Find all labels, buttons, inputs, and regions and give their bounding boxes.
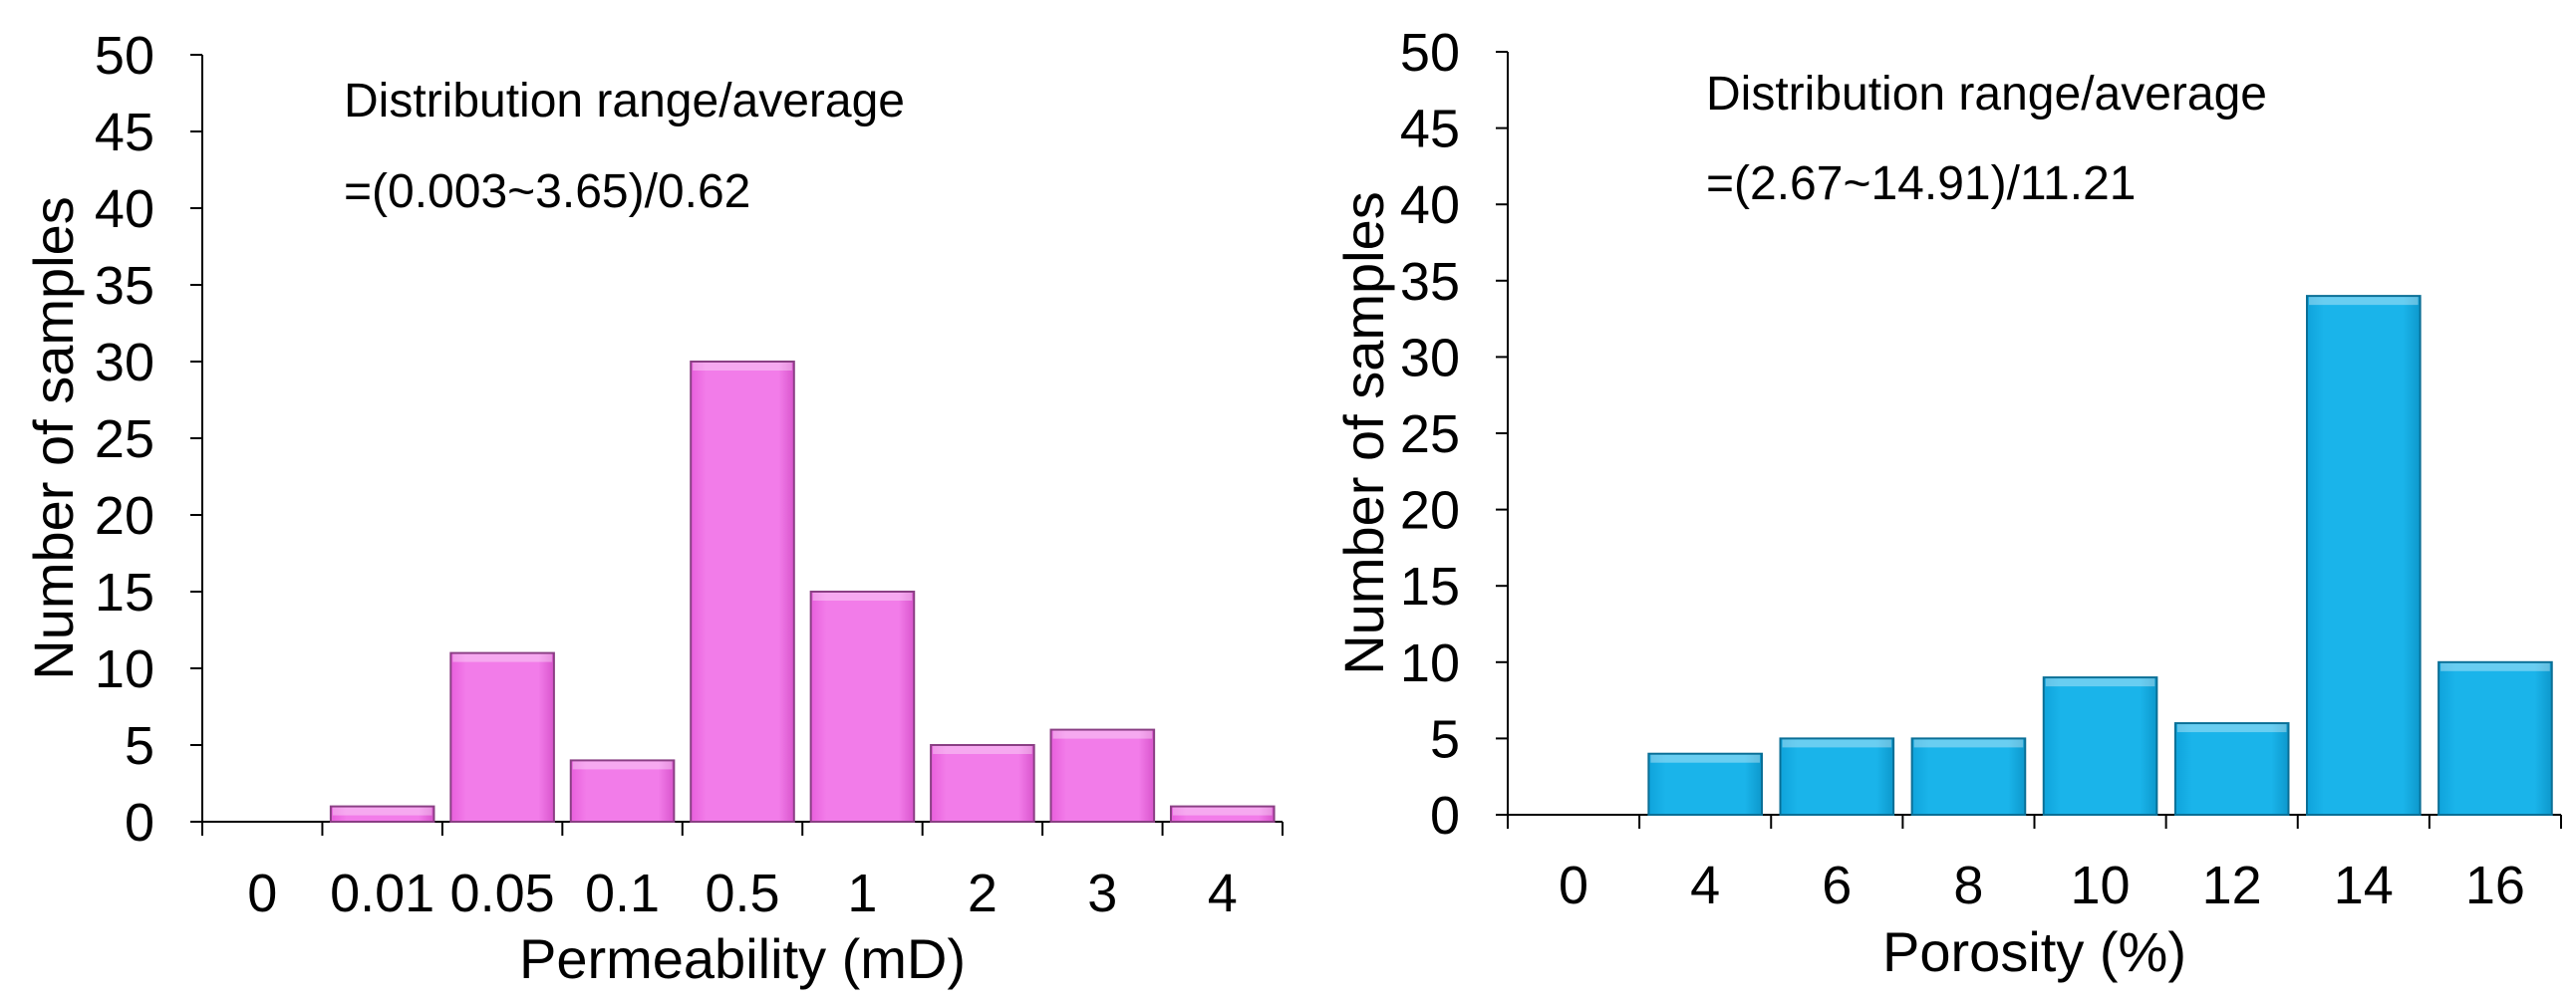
porosity-y-tick-label: 0 bbox=[1430, 786, 1460, 846]
permeability-bar-highlight bbox=[693, 363, 792, 371]
porosity-bar bbox=[1779, 737, 1895, 817]
porosity-x-tick-label: 0 bbox=[1559, 856, 1588, 915]
porosity-x-tick-label: 4 bbox=[1690, 856, 1720, 915]
permeability-x-tick-label: 0.1 bbox=[585, 864, 660, 923]
porosity-bar-highlight bbox=[2176, 724, 2287, 733]
porosity-bar-highlight bbox=[2045, 678, 2155, 687]
porosity-x-axis-title: Porosity (%) bbox=[1882, 920, 2186, 983]
porosity-bar bbox=[2042, 676, 2158, 816]
porosity-y-tick-label: 40 bbox=[1400, 175, 1460, 235]
permeability-bar bbox=[1049, 728, 1156, 823]
permeability-x-tick-label: 0.5 bbox=[705, 864, 779, 923]
porosity-bar bbox=[1910, 737, 2027, 817]
permeability-bar bbox=[690, 361, 795, 823]
porosity-bar bbox=[2305, 295, 2422, 816]
porosity-bar-highlight bbox=[2308, 297, 2419, 306]
porosity-bar-body bbox=[1779, 737, 1895, 817]
porosity-y-axis-title: Number of samples bbox=[1332, 191, 1395, 675]
permeability-bar-highlight bbox=[933, 746, 1032, 754]
permeability-x-tick-label: 2 bbox=[968, 864, 998, 923]
permeability-y-tick-label: 45 bbox=[95, 103, 154, 162]
porosity-y-tick-label: 30 bbox=[1400, 328, 1460, 387]
permeability-bar-body bbox=[449, 651, 555, 823]
porosity-x-tick-label: 14 bbox=[2334, 856, 2394, 915]
permeability-x-tick-label: 4 bbox=[1208, 864, 1238, 923]
porosity-x-tick-label: 6 bbox=[1822, 856, 1852, 915]
porosity-bar-body bbox=[2305, 295, 2422, 816]
porosity-chart: 0 5 10 15 20 25 30 35 40 45 50 0 4 6 8 10 12 14 16 Porosity… bbox=[1332, 23, 2562, 983]
porosity-x-tick-label: 8 bbox=[1953, 856, 1983, 915]
permeability-bar-body bbox=[329, 805, 435, 823]
permeability-y-tick-label: 10 bbox=[95, 639, 154, 699]
porosity-y-tick-label: 20 bbox=[1400, 481, 1460, 541]
porosity-bar-highlight bbox=[1913, 739, 2024, 748]
porosity-y-tick-label: 35 bbox=[1400, 252, 1460, 312]
permeability-x-axis-title: Permeability (mD) bbox=[519, 927, 966, 990]
permeability-y-tick-label: 0 bbox=[125, 793, 154, 853]
permeability-bar-body bbox=[1049, 728, 1156, 823]
permeability-bar-highlight bbox=[572, 761, 673, 770]
permeability-x-tick-label: 1 bbox=[847, 864, 877, 923]
permeability-y-tick-label: 25 bbox=[95, 409, 154, 469]
permeability-bar-body bbox=[930, 744, 1035, 823]
porosity-bar-body bbox=[1910, 737, 2027, 817]
permeability-bar-body bbox=[569, 759, 676, 824]
porosity-bar bbox=[2173, 722, 2290, 817]
porosity-bar-highlight bbox=[2440, 662, 2550, 671]
permeability-bar-body bbox=[690, 361, 795, 823]
permeability-y-tick-label: 50 bbox=[95, 26, 154, 86]
porosity-bar bbox=[1647, 752, 1764, 816]
porosity-bar bbox=[2437, 660, 2553, 816]
porosity-x-tick-label: 16 bbox=[2465, 856, 2525, 915]
permeability-bar bbox=[449, 651, 555, 823]
permeability-bar-highlight bbox=[812, 593, 913, 601]
permeability-y-tick-label: 5 bbox=[125, 716, 154, 776]
porosity-bar-highlight bbox=[1650, 754, 1761, 763]
permeability-annotation-value: =(0.003~3.65)/0.62 bbox=[344, 165, 750, 218]
porosity-annotation-title: Distribution range/average bbox=[1706, 68, 2267, 121]
permeability-bar-body bbox=[1169, 805, 1276, 823]
porosity-y-tick-label: 5 bbox=[1430, 709, 1460, 769]
porosity-y-tick-label: 10 bbox=[1400, 633, 1460, 693]
permeability-bar-highlight bbox=[1172, 807, 1273, 816]
permeability-y-axis-title: Number of samples bbox=[22, 196, 85, 680]
permeability-bar bbox=[1169, 805, 1276, 823]
permeability-x-tick-label: 0 bbox=[247, 864, 277, 923]
permeability-bar bbox=[569, 759, 676, 824]
permeability-y-tick-label: 40 bbox=[95, 179, 154, 239]
permeability-x-tick-label: 0.05 bbox=[450, 864, 555, 923]
permeability-annotation-title: Distribution range/average bbox=[344, 75, 905, 127]
permeability-y-tick-label: 35 bbox=[95, 256, 154, 316]
permeability-bar-highlight bbox=[452, 653, 552, 662]
porosity-bar-body bbox=[1647, 752, 1764, 816]
permeability-y-tick-label: 20 bbox=[95, 486, 154, 546]
permeability-y-tick-label: 15 bbox=[95, 563, 154, 623]
permeability-bar bbox=[329, 805, 435, 823]
porosity-bar-body bbox=[2437, 660, 2553, 816]
porosity-bar-body bbox=[2173, 722, 2290, 817]
permeability-bar bbox=[809, 591, 916, 823]
permeability-bar-highlight bbox=[1052, 730, 1153, 739]
permeability-bar-highlight bbox=[332, 807, 432, 816]
porosity-x-tick-label: 10 bbox=[2071, 856, 2131, 915]
porosity-annotation-value: =(2.67~14.91)/11.21 bbox=[1706, 157, 2136, 210]
porosity-bar-highlight bbox=[1782, 739, 1892, 748]
porosity-bar-body bbox=[2042, 676, 2158, 816]
porosity-y-tick-label: 45 bbox=[1400, 100, 1460, 159]
permeability-x-tick-label: 3 bbox=[1087, 864, 1117, 923]
permeability-chart: 0 5 10 15 20 25 30 35 40 45 50 0 0.01 0.05 0.1 0.5 1 2 3 4 P… bbox=[22, 26, 1284, 990]
porosity-x-tick-label: 12 bbox=[2202, 856, 2262, 915]
porosity-y-tick-label: 15 bbox=[1400, 557, 1460, 617]
permeability-x-tick-label: 0.01 bbox=[330, 864, 434, 923]
porosity-y-tick-label: 50 bbox=[1400, 23, 1460, 83]
permeability-bar-body bbox=[809, 591, 916, 823]
permeability-bar bbox=[930, 744, 1035, 823]
permeability-y-tick-label: 30 bbox=[95, 333, 154, 392]
porosity-y-tick-label: 25 bbox=[1400, 404, 1460, 464]
